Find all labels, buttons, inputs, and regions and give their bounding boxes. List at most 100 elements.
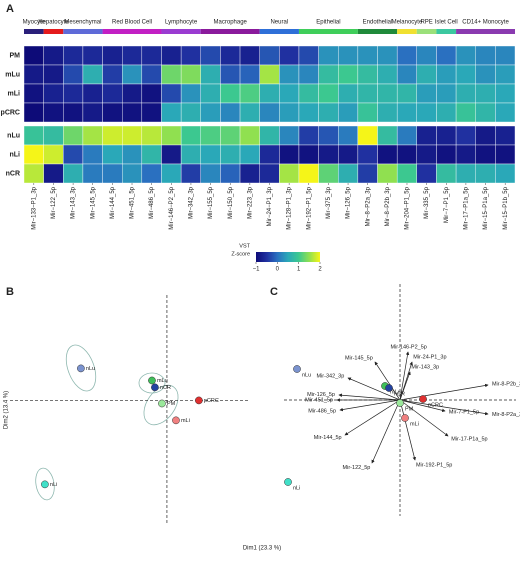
- heat-cell: [141, 144, 162, 165]
- heat-cell: [259, 83, 280, 104]
- sample-point: [401, 414, 409, 422]
- group-bar: [24, 29, 44, 34]
- loading-label: Mir-486_5p: [308, 408, 336, 414]
- group-bar: [259, 29, 299, 34]
- heat-cell: [220, 64, 241, 85]
- heat-cell: [43, 163, 64, 184]
- heat-cell: [141, 64, 162, 85]
- heat-cell: [161, 125, 182, 146]
- row-label: mLi: [8, 90, 21, 97]
- heat-cell: [200, 144, 221, 165]
- heat-cell: [298, 144, 319, 165]
- heat-cell: [63, 102, 84, 123]
- heat-cell: [298, 45, 319, 66]
- heat-cell: [239, 125, 260, 146]
- heat-cell: [141, 45, 162, 66]
- heat-cell: [102, 163, 123, 184]
- heat-cell: [121, 163, 143, 184]
- heat-cell: [220, 102, 241, 123]
- heat-cell: [43, 83, 64, 104]
- heat-cell: [475, 45, 496, 66]
- loading-label: Mir-8-P2a_3p: [492, 412, 520, 418]
- heat-cell: [200, 45, 221, 66]
- heat-cell: [220, 144, 241, 165]
- column-label: Mir−342_3p: [189, 186, 195, 219]
- heat-cell: [180, 163, 201, 184]
- heat-cell: [121, 45, 143, 66]
- ellipse: [143, 384, 179, 426]
- group-bar: [436, 29, 457, 34]
- heat-cell: [396, 144, 418, 165]
- heat-cell: [82, 163, 103, 184]
- group-label: Myocyte: [23, 20, 46, 26]
- heat-cell: [495, 125, 516, 146]
- heat-cell: [279, 45, 300, 66]
- heat-cell: [259, 163, 280, 184]
- sample-label: mLi: [410, 421, 419, 427]
- colorbar-tick-label: 0: [276, 267, 280, 273]
- loading-arrow: [338, 393, 401, 401]
- heat-cell: [416, 45, 437, 66]
- heat-cell: [436, 163, 457, 184]
- heat-cell: [23, 125, 44, 146]
- heat-cell: [338, 125, 359, 146]
- group-label: CD14+ Monocyte: [462, 20, 509, 26]
- heat-cell: [239, 45, 260, 66]
- heat-cell: [318, 144, 339, 165]
- loading-label: Mir-143_3p: [411, 365, 439, 371]
- sample-label: PM: [405, 406, 414, 412]
- heat-cell: [43, 125, 64, 146]
- heat-cell: [357, 163, 378, 184]
- heat-cell: [318, 163, 339, 184]
- heat-cell: [298, 64, 319, 85]
- heat-cell: [200, 83, 221, 104]
- heat-cell: [141, 102, 162, 123]
- colorbar-title: VST: [239, 243, 250, 249]
- heat-cell: [239, 83, 260, 104]
- loading-arrow: [399, 351, 410, 401]
- heat-cell: [475, 144, 496, 165]
- ellipse: [65, 344, 97, 392]
- heat-cell: [161, 45, 182, 66]
- heat-cell: [318, 83, 339, 104]
- heat-cell: [82, 102, 103, 123]
- heat-cell: [23, 163, 44, 184]
- column-label: Mir−223_3p: [247, 186, 253, 219]
- heat-cell: [357, 102, 378, 123]
- heat-cell: [396, 83, 418, 104]
- heat-cell: [298, 163, 319, 184]
- heat-cell: [396, 163, 418, 184]
- sample-label: mLu: [157, 378, 168, 384]
- row-label: nLi: [10, 151, 21, 158]
- heat-cell: [455, 102, 476, 123]
- loading-label: Mir-8-P2b_3p: [492, 382, 520, 388]
- heat-cell: [239, 64, 260, 85]
- group-label: Islet Cell: [435, 20, 458, 26]
- colorbar: [256, 252, 320, 262]
- group-label: Hepatocyte: [38, 20, 69, 26]
- heat-cell: [338, 102, 359, 123]
- heat-cell: [63, 45, 84, 66]
- group-bar: [200, 29, 260, 34]
- sample-point: [148, 376, 156, 385]
- column-label: Mir−145_5p: [90, 186, 96, 219]
- loading-arrow: [399, 399, 416, 461]
- heat-cell: [121, 102, 143, 123]
- heat-cell: [436, 144, 457, 165]
- heat-cell: [180, 144, 201, 165]
- row-label: nLu: [7, 132, 20, 139]
- sample-point: [172, 416, 180, 425]
- heat-cell: [495, 64, 516, 85]
- sample-label: nLi: [50, 482, 57, 488]
- sample-point: [41, 480, 49, 489]
- heat-cell: [161, 64, 182, 85]
- x-axis-title: Dim1 (23.3 %): [243, 546, 281, 552]
- loading-label: Mir-146-P2_5p: [390, 345, 426, 351]
- group-bar: [456, 29, 515, 34]
- loading-label: Mir-192-P1_5p: [416, 462, 452, 468]
- heat-cell: [200, 125, 221, 146]
- colorbar-tick-label: 2: [318, 267, 322, 273]
- heat-cell: [82, 83, 103, 104]
- heat-cell: [63, 144, 84, 165]
- sample-label: mLu: [390, 389, 401, 395]
